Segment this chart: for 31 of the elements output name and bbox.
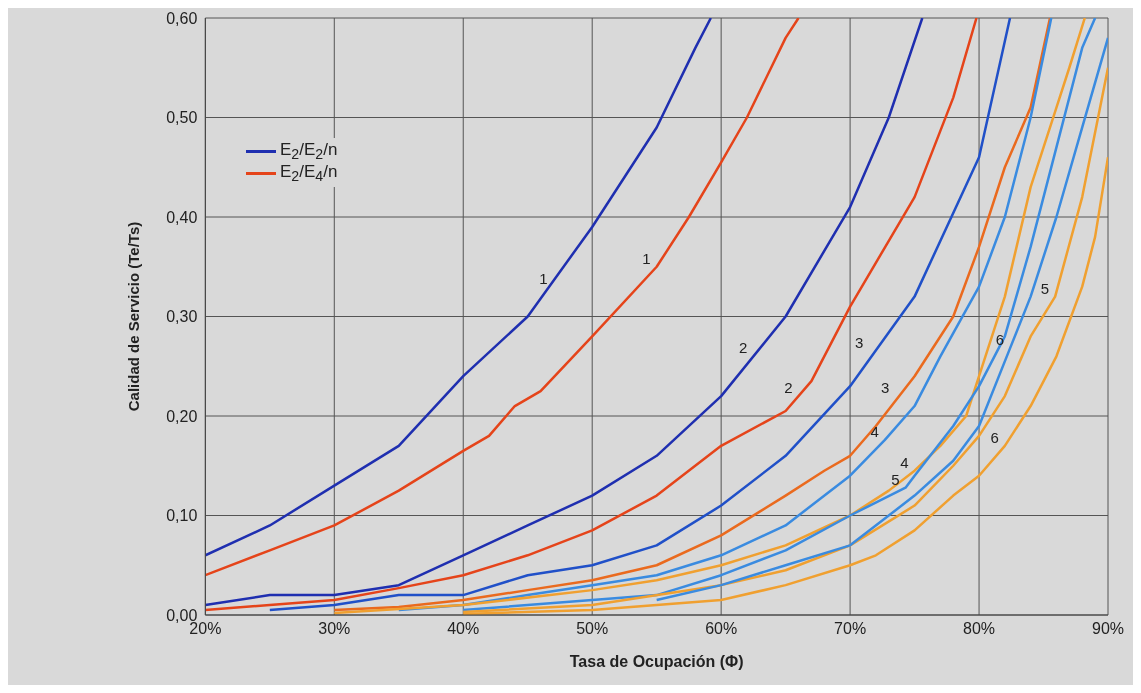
y-tick-label: 0,30 <box>166 308 198 326</box>
annotation: 5 <box>891 470 900 488</box>
annotation: 2 <box>784 379 793 397</box>
x-tick-label: 30% <box>318 620 351 638</box>
y-tick-label: 0,60 <box>166 9 198 27</box>
annotation: 5 <box>1040 279 1050 297</box>
annotation: 3 <box>855 334 864 352</box>
line-series <box>655 36 1108 602</box>
line-series <box>205 18 713 557</box>
line-series <box>205 18 800 577</box>
x-tick-label: 70% <box>834 620 867 638</box>
y-tick-label: 0,40 <box>166 208 198 226</box>
annotation: 6 <box>990 428 999 446</box>
y-axis-title: Calidad de Servicio (Te/Ts) <box>125 221 143 412</box>
legend-label: E$_{2}$/E$_{4}$/n <box>280 162 338 185</box>
x-tick-label: 80% <box>963 620 996 638</box>
annotation: 2 <box>739 339 748 357</box>
annotation: 1 <box>642 249 651 267</box>
annotation: 4 <box>870 422 879 440</box>
annotation: 1 <box>539 269 548 287</box>
annotation: 4 <box>900 453 909 471</box>
y-tick-label: 0,50 <box>166 109 198 127</box>
y-tick-label: 0,10 <box>166 507 198 525</box>
y-tick-label: 0,20 <box>166 407 198 425</box>
x-tick-label: 50% <box>576 620 609 638</box>
x-axis-title: Tasa de Ocupación (Φ) <box>569 653 744 670</box>
x-tick-label: 60% <box>705 620 738 638</box>
legend-label: E$_{2}$/E$_{2}$/n <box>280 140 338 163</box>
x-tick-label: 90% <box>1091 620 1125 638</box>
annotation: 3 <box>880 379 890 397</box>
x-tick-label: 40% <box>447 620 480 638</box>
